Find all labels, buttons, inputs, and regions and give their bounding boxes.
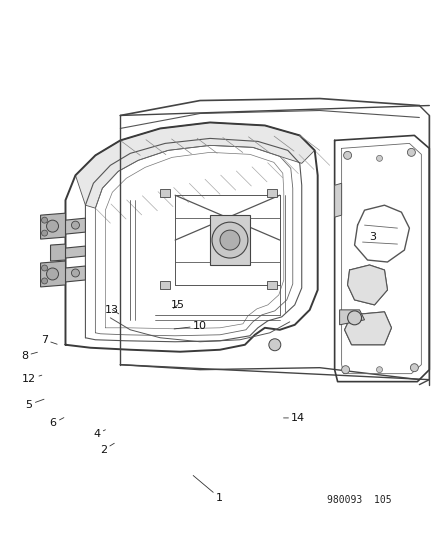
Text: 4: 4 xyxy=(93,429,105,439)
Circle shape xyxy=(343,151,351,159)
Text: 3: 3 xyxy=(368,232,375,243)
Polygon shape xyxy=(65,246,85,258)
Polygon shape xyxy=(40,213,65,239)
Circle shape xyxy=(42,265,47,271)
Text: 10: 10 xyxy=(174,321,206,331)
Circle shape xyxy=(406,148,414,156)
Text: 15: 15 xyxy=(170,300,184,310)
Circle shape xyxy=(376,367,381,373)
Polygon shape xyxy=(160,281,170,289)
Polygon shape xyxy=(347,265,387,305)
Circle shape xyxy=(212,222,247,258)
Circle shape xyxy=(376,155,381,161)
Circle shape xyxy=(410,364,417,372)
Circle shape xyxy=(268,339,280,351)
Polygon shape xyxy=(266,281,276,289)
Polygon shape xyxy=(65,218,85,234)
Text: 14: 14 xyxy=(283,413,305,423)
Circle shape xyxy=(71,221,79,229)
Polygon shape xyxy=(75,123,314,208)
Polygon shape xyxy=(339,310,364,325)
Polygon shape xyxy=(160,189,170,197)
Text: 12: 12 xyxy=(22,374,42,384)
Circle shape xyxy=(341,366,349,374)
Polygon shape xyxy=(209,215,249,265)
Circle shape xyxy=(347,311,361,325)
Polygon shape xyxy=(334,183,341,217)
Text: 1: 1 xyxy=(193,475,223,503)
Text: 980093  105: 980093 105 xyxy=(326,495,391,505)
Polygon shape xyxy=(344,312,391,345)
Circle shape xyxy=(42,230,47,236)
Polygon shape xyxy=(266,189,276,197)
Text: 6: 6 xyxy=(49,418,64,428)
Circle shape xyxy=(42,278,47,284)
Polygon shape xyxy=(50,244,65,261)
Text: 13: 13 xyxy=(105,304,119,314)
Circle shape xyxy=(219,230,240,250)
Polygon shape xyxy=(40,261,65,287)
Circle shape xyxy=(42,217,47,223)
Circle shape xyxy=(71,269,79,277)
Text: 2: 2 xyxy=(100,443,114,455)
Text: 5: 5 xyxy=(25,399,44,410)
Text: 7: 7 xyxy=(41,335,57,345)
Circle shape xyxy=(46,220,58,232)
Polygon shape xyxy=(65,266,85,282)
Circle shape xyxy=(46,268,58,280)
Text: 8: 8 xyxy=(21,351,37,361)
